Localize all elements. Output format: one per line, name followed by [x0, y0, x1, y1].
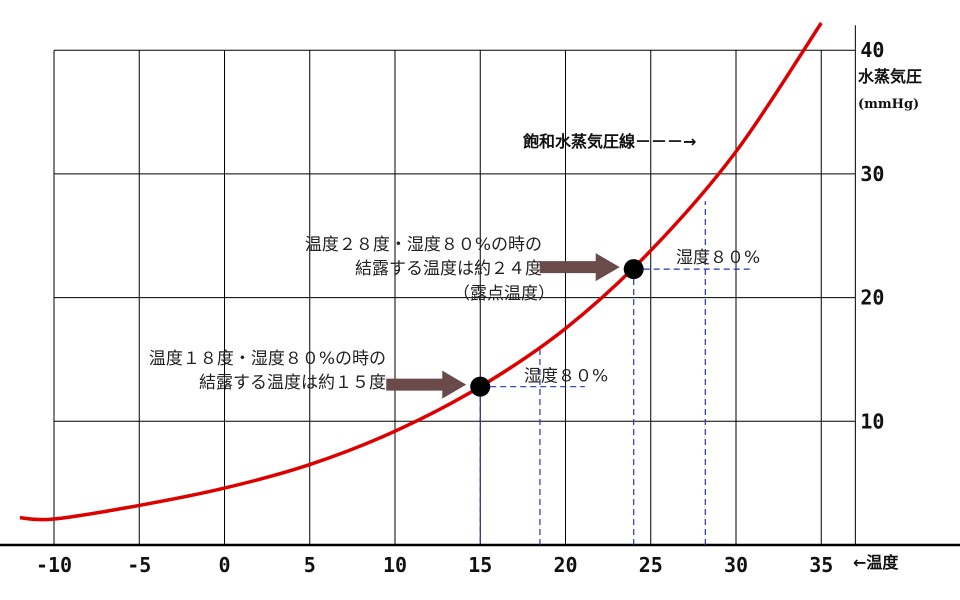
- saturation-vapor-pressure-curve: [19, 22, 823, 522]
- x-tick-label: 5: [304, 553, 316, 577]
- dew-point-marker: [623, 259, 644, 280]
- humidity-label: 湿度８０%: [524, 367, 608, 387]
- y-tick-label: 20: [860, 286, 884, 310]
- y-axis-title: 水蒸気圧: [858, 67, 922, 86]
- x-tick-label: 10: [383, 553, 407, 577]
- x-tick-label: 20: [553, 553, 577, 577]
- series-layer: [19, 22, 823, 522]
- annotation-arrow: [386, 370, 467, 399]
- guide-lines: [479, 201, 751, 545]
- curve-label: 飽和水蒸気圧線－－－→: [522, 132, 696, 151]
- annotation-line: 温度２８度・湿度８０%の時の: [305, 235, 542, 255]
- grid: [53, 49, 856, 545]
- x-tick-label: 0: [218, 553, 230, 577]
- dew-point-marker: [470, 376, 491, 397]
- y-axis-unit: (mmHg): [858, 97, 919, 112]
- annotation-line: 結露する温度は約２４度: [355, 259, 542, 279]
- x-tick-labels: -10 -5 0 5 10 15 20 25 30 35: [36, 553, 833, 577]
- x-tick-label: 30: [724, 553, 748, 577]
- annotation-line: （露点温度）: [453, 284, 555, 304]
- annotation-line: 温度１８度・湿度８０%の時の: [149, 349, 386, 369]
- y-tick-label: 30: [860, 162, 884, 186]
- humidity-label: 湿度８０%: [676, 248, 760, 268]
- points-layer: [470, 259, 644, 397]
- y-tick-label: 10: [860, 409, 884, 433]
- annotation-line: 結露する温度は約１５度: [199, 373, 386, 393]
- x-tick-label: 25: [639, 553, 663, 577]
- y-tick-label: 40: [860, 38, 884, 62]
- x-tick-label: -5: [127, 553, 151, 577]
- x-tick-label: -10: [36, 553, 72, 577]
- x-tick-label: 35: [809, 553, 833, 577]
- annotation-arrow: [539, 253, 620, 282]
- y-tick-labels: 10 20 30 40: [860, 38, 884, 433]
- axes: [0, 25, 960, 547]
- x-axis-title: ←温度: [853, 553, 899, 572]
- x-tick-label: 15: [468, 553, 492, 577]
